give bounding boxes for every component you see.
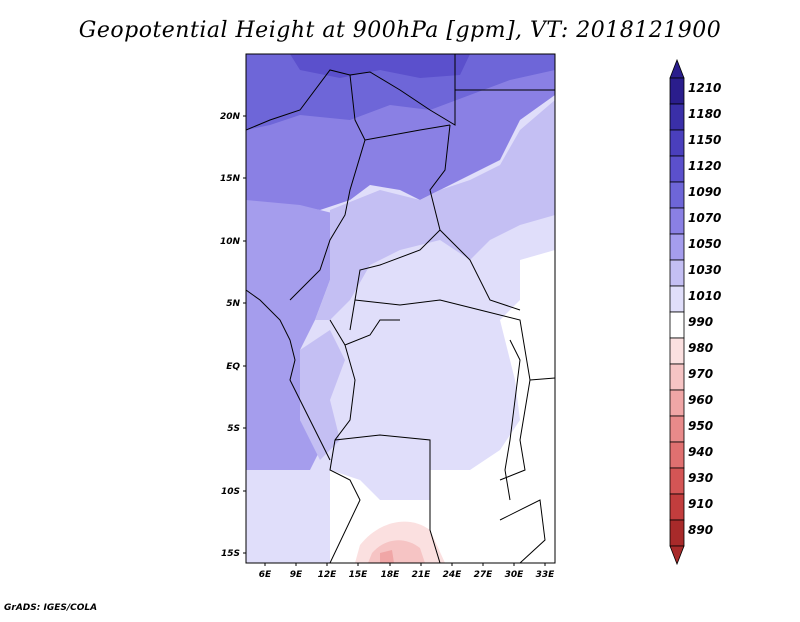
lat-label: EQ <box>226 362 240 372</box>
colorbar-swatch <box>669 363 685 391</box>
colorbar-level-label: 1180 <box>688 107 721 121</box>
colorbar-level-label: 910 <box>688 497 713 511</box>
colorbar-level-label: 980 <box>688 341 713 355</box>
colorbar-swatch <box>669 415 685 443</box>
latitude-axis: 20N 15N 10N 5N EQ 5S 10S 15S <box>220 112 241 559</box>
colorbar-swatch <box>669 493 685 521</box>
lat-label: 15N <box>220 174 241 184</box>
lat-label: 5S <box>227 424 240 434</box>
colorbar-level-label: 970 <box>688 367 713 381</box>
lon-label: 15E <box>349 570 369 580</box>
colorbar-level-label: 930 <box>688 471 713 485</box>
latitude-ticks <box>243 115 246 554</box>
colorbar-swatch <box>669 519 685 547</box>
colorbar-swatch <box>669 155 685 183</box>
colorbar-bottom-arrow <box>669 545 685 566</box>
lat-label: 10S <box>221 487 240 497</box>
lat-label: 15S <box>221 549 240 559</box>
lon-label: 30E <box>505 570 525 580</box>
colorbar-level-label: 940 <box>688 445 713 459</box>
colorbar-level-label: 1070 <box>688 211 721 225</box>
lat-label: 10N <box>220 237 241 247</box>
lon-label: 18E <box>381 570 401 580</box>
lon-label: 24E <box>443 570 463 580</box>
colorbar-swatch <box>669 259 685 287</box>
lat-label: 5N <box>226 299 240 309</box>
colorbar-swatch <box>669 441 685 469</box>
lon-label: 12E <box>318 570 338 580</box>
lon-label: 9E <box>290 570 303 580</box>
colorbar-level-label: 1030 <box>688 263 721 277</box>
lon-label: 6E <box>259 570 272 580</box>
colorbar-swatch <box>669 207 685 235</box>
colorbar-level-label: 890 <box>688 523 713 537</box>
lon-label: 21E <box>412 570 432 580</box>
longitude-axis: 6E 9E 12E 15E 18E 21E 24E 27E 30E 33E <box>259 570 555 580</box>
colorbar-level-label: 1120 <box>688 159 721 173</box>
colorbar-swatch <box>669 103 685 131</box>
colorbar-swatch <box>669 233 685 261</box>
colorbar-top-arrow <box>669 58 685 79</box>
grads-credit: GrADS: IGES/COLA <box>4 603 98 613</box>
colorbar-level-label: 1010 <box>688 289 721 303</box>
colorbar-level-label: 950 <box>688 419 713 433</box>
colorbar-level-label: 990 <box>688 315 713 329</box>
colorbar: 1210 1180 1150 1120 1090 1070 1050 1030 1010 990 9… <box>669 58 721 566</box>
chart-title: Geopotential Height at 900hPa [gpm], VT:… <box>78 18 722 43</box>
colorbar-level-label: 1150 <box>688 133 721 147</box>
longitude-ticks <box>264 563 546 566</box>
colorbar-level-label: 960 <box>688 393 713 407</box>
colorbar-level-label: 1210 <box>688 81 721 95</box>
lat-label: 20N <box>220 112 241 122</box>
height-field <box>246 54 555 563</box>
colorbar-swatch <box>669 285 685 313</box>
colorbar-swatch <box>669 467 685 495</box>
colorbar-swatch <box>669 337 685 365</box>
colorbar-level-label: 1050 <box>688 237 721 251</box>
lon-label: 33E <box>536 570 556 580</box>
colorbar-swatch <box>669 181 685 209</box>
colorbar-level-label: 1090 <box>688 185 721 199</box>
colorbar-swatch <box>669 129 685 157</box>
colorbar-swatch <box>669 77 685 105</box>
country-borders <box>246 54 555 563</box>
colorbar-swatch <box>669 311 685 339</box>
map-frame <box>245 53 556 564</box>
lon-label: 27E <box>474 570 494 580</box>
colorbar-swatch <box>669 389 685 417</box>
